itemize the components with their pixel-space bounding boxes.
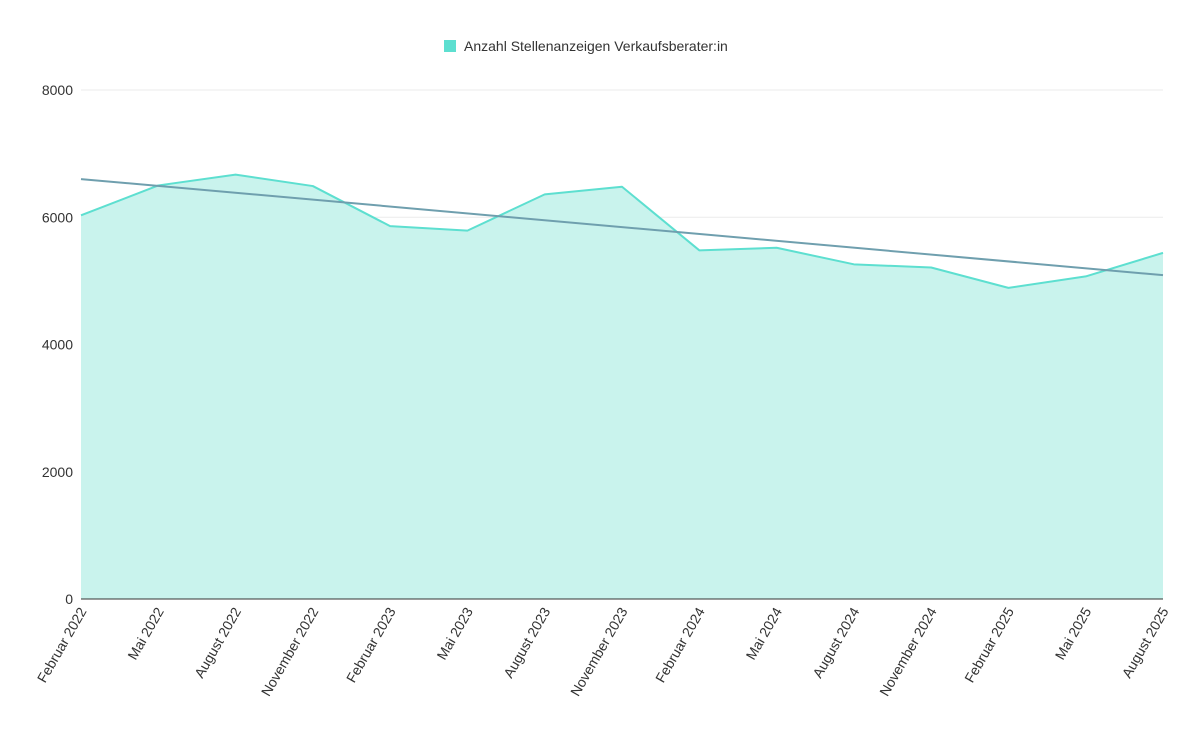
x-tick-label: November 2022 xyxy=(258,604,322,698)
legend-swatch[interactable] xyxy=(444,40,456,52)
x-tick-label: Mai 2024 xyxy=(743,604,786,662)
y-tick-label: 2000 xyxy=(42,464,73,480)
y-tick-label: 4000 xyxy=(42,337,73,353)
series-area xyxy=(81,175,1163,599)
y-tick-label: 8000 xyxy=(42,82,73,98)
x-tick-label: August 2025 xyxy=(1118,604,1171,680)
x-tick-label: Mai 2022 xyxy=(124,604,167,662)
x-tick-label: August 2024 xyxy=(809,604,862,680)
x-tick-label: Februar 2024 xyxy=(652,604,708,685)
y-tick-label: 6000 xyxy=(42,209,73,225)
x-tick-label: Februar 2025 xyxy=(961,604,1017,685)
x-tick-label: August 2023 xyxy=(500,604,553,680)
y-axis-tick-labels: 0 2000 4000 6000 8000 xyxy=(42,82,73,607)
legend-label[interactable]: Anzahl Stellenanzeigen Verkaufsberater:i… xyxy=(464,38,728,54)
x-tick-label: November 2023 xyxy=(567,604,631,698)
x-tick-label: August 2022 xyxy=(191,604,244,680)
x-axis-tick-labels: Februar 2022 Mai 2022 August 2022 November … xyxy=(34,604,1172,698)
x-tick-label: Februar 2023 xyxy=(343,604,399,685)
series-area-fill xyxy=(81,175,1163,599)
x-tick-label: November 2024 xyxy=(876,604,940,698)
x-tick-label: Mai 2023 xyxy=(433,604,476,662)
x-tick-label: Februar 2022 xyxy=(34,604,90,685)
legend[interactable]: Anzahl Stellenanzeigen Verkaufsberater:i… xyxy=(444,38,728,54)
x-tick-label: Mai 2025 xyxy=(1052,604,1095,662)
y-tick-label: 0 xyxy=(65,591,73,607)
